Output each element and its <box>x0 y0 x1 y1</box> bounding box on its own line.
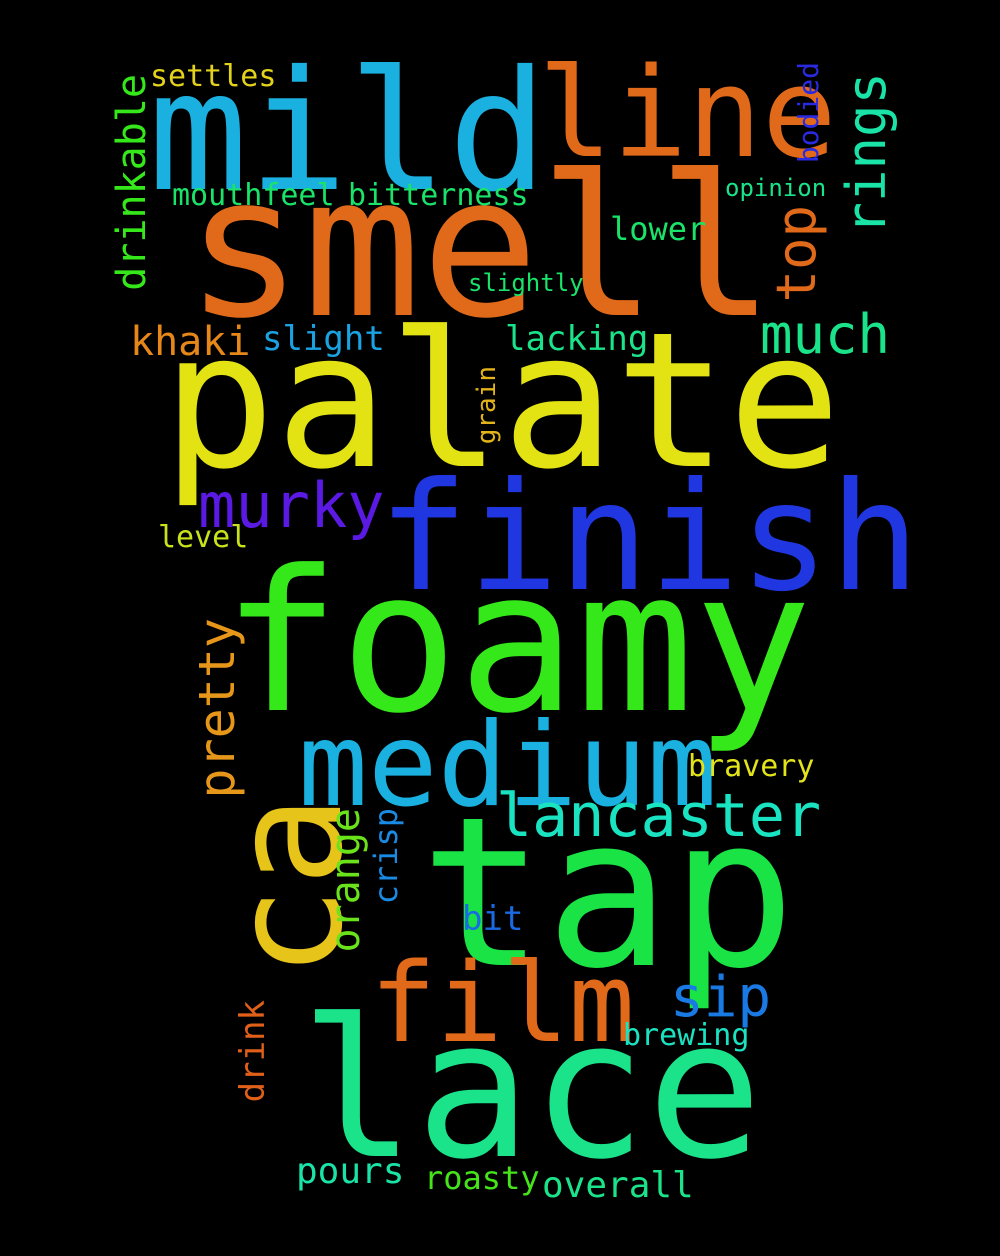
word-pours: pours <box>296 1151 405 1192</box>
word-murky: murky <box>198 469 385 542</box>
word-grain: grain <box>472 366 502 445</box>
word-film: film <box>370 939 635 1067</box>
word-opinion: opinion <box>725 174 827 202</box>
word-medium: medium <box>298 698 718 833</box>
word-roasty: roasty <box>424 1159 540 1197</box>
word-tap: tap <box>420 773 796 1015</box>
word-slight: slight <box>262 319 385 359</box>
word-khaki: khaki <box>130 319 251 365</box>
word-lancaster: lancaster <box>496 781 822 851</box>
word-rings: rings <box>835 72 898 235</box>
word-bit: bit <box>462 899 524 939</box>
word-settles: settles <box>150 59 277 94</box>
word-lacking: lacking <box>505 319 649 359</box>
word-smell: smell <box>185 134 776 362</box>
word-much: much <box>760 303 891 366</box>
word-foamy: foamy <box>222 529 813 757</box>
word-pretty: pretty <box>188 618 246 799</box>
word-lower: lower <box>610 210 707 248</box>
word-orange: orange <box>323 808 369 953</box>
word-drinkable: drinkable <box>109 74 155 291</box>
word-level: level <box>158 520 249 555</box>
word-brewing: brewing <box>623 1018 750 1053</box>
word-crisp: crisp <box>367 808 405 905</box>
word-finish: finish <box>378 451 920 625</box>
word-slightly: slightly <box>468 269 584 297</box>
word-mild: mild <box>148 36 548 229</box>
word-lace: lace <box>300 979 763 1202</box>
word-bodied: bodied <box>792 62 825 164</box>
word-top: top <box>765 205 828 303</box>
word-line: line <box>538 42 837 186</box>
word-sip: sip <box>670 965 772 1030</box>
word-overall: overall <box>542 1165 694 1206</box>
word-bitterness: bitterness <box>348 178 529 213</box>
word-palate: palate <box>162 292 842 511</box>
word-mouthfeel: mouthfeel <box>172 178 335 213</box>
word-bravery: bravery <box>688 749 815 784</box>
word-drink: drink <box>233 1000 273 1103</box>
